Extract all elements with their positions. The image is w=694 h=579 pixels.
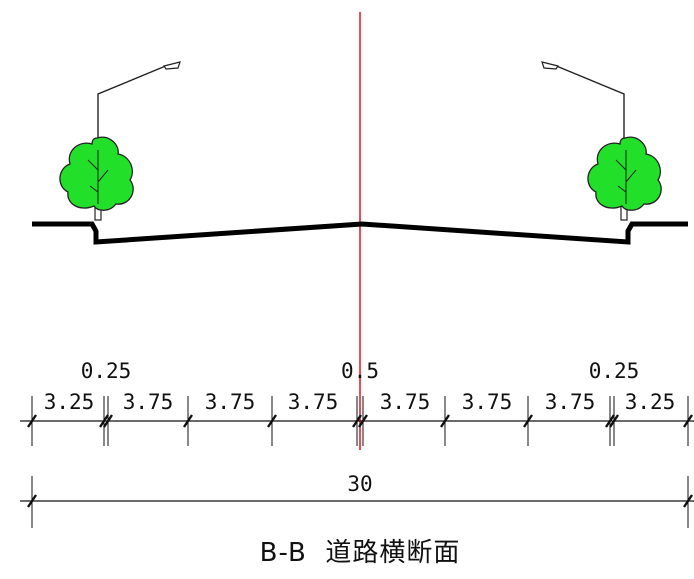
dimension-tick bbox=[27, 414, 37, 428]
dimension-tick bbox=[683, 414, 693, 428]
dimension-tick bbox=[27, 494, 37, 508]
dim-label-total: 30 bbox=[347, 472, 372, 496]
dim-label-segment: 3.25 bbox=[44, 390, 95, 414]
dim-label-segment: 3.75 bbox=[380, 390, 431, 414]
dimension-tick bbox=[358, 414, 368, 428]
dim-label-segment: 3.75 bbox=[205, 390, 256, 414]
dimension-tick bbox=[183, 414, 193, 428]
dim-label-segment: 3.75 bbox=[123, 390, 174, 414]
dim-label-upper: 0.25 bbox=[81, 359, 132, 383]
dimension-tick bbox=[267, 414, 277, 428]
tree-icon bbox=[59, 136, 134, 221]
dim-label-segment: 3.75 bbox=[545, 390, 596, 414]
dimension-tick bbox=[605, 414, 615, 428]
dimension-tick bbox=[523, 414, 533, 428]
dimension-tick bbox=[609, 414, 619, 428]
dimension-tick bbox=[440, 414, 450, 428]
dimension-tick bbox=[99, 414, 109, 428]
tree-icon bbox=[587, 136, 662, 221]
dim-label-segment: 3.25 bbox=[625, 390, 676, 414]
dimension-lines bbox=[20, 396, 694, 528]
dim-label-upper: 0.25 bbox=[589, 359, 640, 383]
road-profile bbox=[32, 221, 688, 245]
dim-label-upper: 0.5 bbox=[341, 359, 379, 383]
dim-label-segment: 3.75 bbox=[462, 390, 513, 414]
dimension-tick bbox=[683, 494, 693, 508]
dim-label-segment: 3.75 bbox=[288, 390, 339, 414]
dimension-tick bbox=[103, 414, 113, 428]
dimension-tick bbox=[352, 414, 362, 428]
drawing-title: B-B 道路横断面 bbox=[260, 538, 461, 568]
